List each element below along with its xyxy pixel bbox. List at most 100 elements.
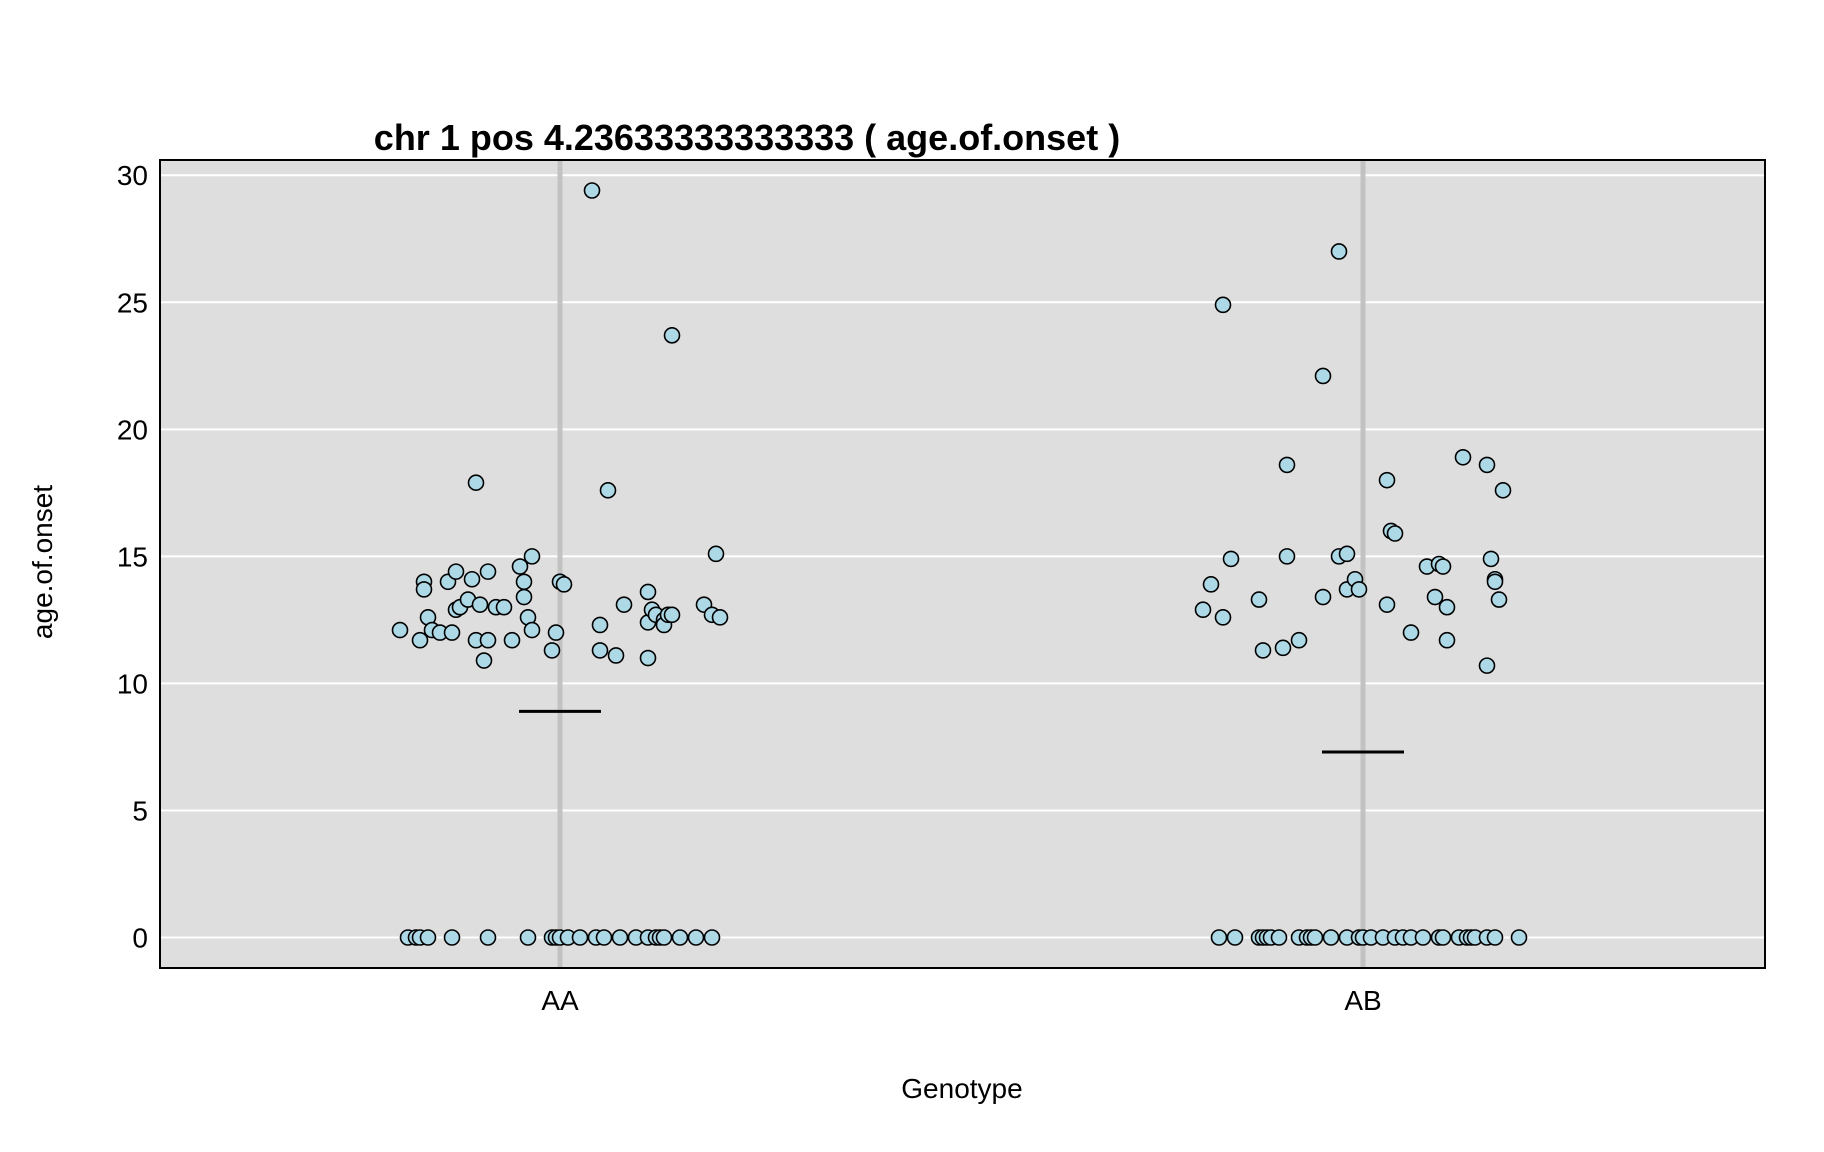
- grid-lines: [160, 174, 1765, 939]
- data-point: [1438, 598, 1456, 616]
- data-point: [515, 588, 533, 606]
- data-point: [1486, 929, 1504, 946]
- data-point: [663, 606, 681, 624]
- data-point: [703, 929, 721, 946]
- data-point: [639, 583, 657, 601]
- data-point: [1322, 929, 1340, 946]
- data-point: [1478, 657, 1496, 674]
- y-tick-label: 20: [117, 414, 148, 445]
- plot-panel: [160, 160, 1765, 968]
- data-point: [591, 642, 609, 659]
- data-point: [1314, 367, 1332, 385]
- data-point: [1278, 456, 1296, 474]
- data-point: [1330, 243, 1348, 260]
- data-point: [1454, 448, 1472, 466]
- data-point: [443, 624, 461, 641]
- data-point: [591, 616, 609, 634]
- data-point: [495, 598, 513, 616]
- data-point: [1434, 558, 1452, 575]
- data-point: [1438, 631, 1456, 649]
- data-point: [607, 647, 625, 664]
- y-tick-label: 15: [117, 541, 148, 572]
- data-point: [471, 596, 489, 613]
- data-point: [555, 576, 573, 593]
- data-point: [615, 596, 633, 613]
- data-point: [1378, 471, 1396, 489]
- data-point: [1350, 581, 1368, 598]
- data-point: [547, 624, 565, 641]
- data-point: [1222, 550, 1240, 568]
- data-point: [1274, 639, 1292, 657]
- data-point: [419, 929, 437, 946]
- data-point: [711, 609, 729, 626]
- data-point: [1414, 929, 1432, 946]
- data-point: [463, 570, 481, 588]
- data-point: [1250, 591, 1268, 608]
- data-point: [523, 621, 541, 639]
- data-point: [639, 649, 657, 667]
- data-point: [519, 929, 537, 946]
- data-point: [1194, 601, 1212, 619]
- data-point: [599, 482, 617, 499]
- data-point: [1478, 456, 1496, 474]
- data-point: [1214, 296, 1232, 314]
- data-point: [1426, 588, 1444, 606]
- y-tick-label: 0: [132, 923, 148, 954]
- data-point: [611, 929, 629, 946]
- data-point: [1378, 596, 1396, 613]
- y-tick-labels: 0 5 10 15 20 25 30: [117, 160, 148, 953]
- x-axis-label: Genotype: [901, 1073, 1022, 1104]
- y-tick-label: 25: [117, 287, 148, 318]
- category-lines: [557, 160, 1366, 968]
- data-point: [1214, 609, 1232, 626]
- data-point: [411, 631, 429, 649]
- data-point: [391, 621, 409, 639]
- data-point: [1290, 631, 1308, 649]
- data-point: [1338, 545, 1356, 563]
- data-point: [443, 929, 461, 946]
- data-point: [447, 563, 465, 580]
- y-tick-label: 10: [117, 668, 148, 699]
- y-tick-label: 30: [117, 160, 148, 191]
- data-point: [571, 929, 589, 946]
- data-point: [479, 563, 497, 580]
- data-point: [515, 573, 533, 591]
- data-point: [1202, 576, 1220, 593]
- x-tick-labels: AA AB: [541, 985, 1381, 1016]
- data-point: [479, 929, 497, 946]
- mean-lines: [519, 709, 1404, 754]
- data-point: [1482, 550, 1500, 568]
- data-point: [415, 581, 433, 598]
- data-point: [1402, 624, 1420, 641]
- data-point: [671, 929, 689, 946]
- data-point: [1386, 525, 1404, 542]
- data-point: [1494, 482, 1512, 499]
- data-point: [663, 327, 681, 344]
- data-point: [503, 631, 521, 649]
- data-point: [523, 548, 541, 565]
- data-point: [475, 652, 493, 669]
- data-point: [1210, 929, 1228, 946]
- data-point: [655, 929, 673, 946]
- data-point: [1270, 929, 1288, 946]
- data-point: [479, 631, 497, 649]
- data-point: [687, 929, 705, 946]
- data-point: [1314, 588, 1332, 606]
- data-point: [707, 545, 725, 563]
- data-point: [1490, 591, 1508, 608]
- data-point: [1306, 929, 1324, 946]
- data-point: [543, 642, 561, 659]
- data-point: [1278, 548, 1296, 565]
- chart-title: chr 1 pos 4.23633333333333 ( age.of.onse…: [374, 117, 1120, 158]
- plot-border: [159, 159, 1766, 969]
- data-point: [511, 558, 529, 575]
- data-point: [1510, 929, 1528, 946]
- data-point: [1434, 929, 1452, 946]
- data-point: [1254, 642, 1272, 659]
- x-tick-label: AA: [541, 985, 579, 1016]
- data-points: [391, 182, 1528, 946]
- y-axis-label: age.of.onset: [27, 485, 58, 639]
- data-point: [1486, 573, 1504, 591]
- data-point: [467, 474, 485, 491]
